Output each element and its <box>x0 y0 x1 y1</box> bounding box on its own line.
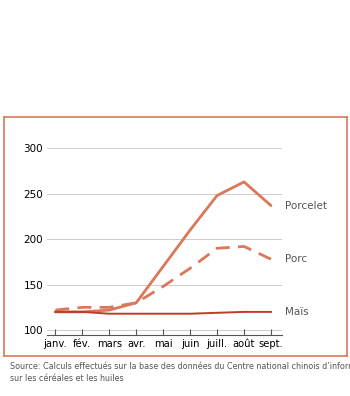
Text: Figure ii.: Figure ii. <box>14 15 73 28</box>
Text: Porcelet: Porcelet <box>285 200 327 211</box>
Text: (même mois de l’année précédente=100): (même mois de l’année précédente=100) <box>14 81 259 94</box>
Text: maïs en Chine, janvier-septembre 2007: maïs en Chine, janvier-septembre 2007 <box>14 49 244 61</box>
Text: Maïs: Maïs <box>285 307 309 317</box>
Text: Source: Calculs effectués sur la base des données du Centre national chinois d’i: Source: Calculs effectués sur la base de… <box>10 362 350 371</box>
Text: Porc: Porc <box>285 254 307 264</box>
Text: Indices des prix du porc, du porcelet et du: Indices des prix du porc, du porcelet et… <box>62 15 312 28</box>
Text: sur les céréales et les huiles: sur les céréales et les huiles <box>10 374 124 383</box>
